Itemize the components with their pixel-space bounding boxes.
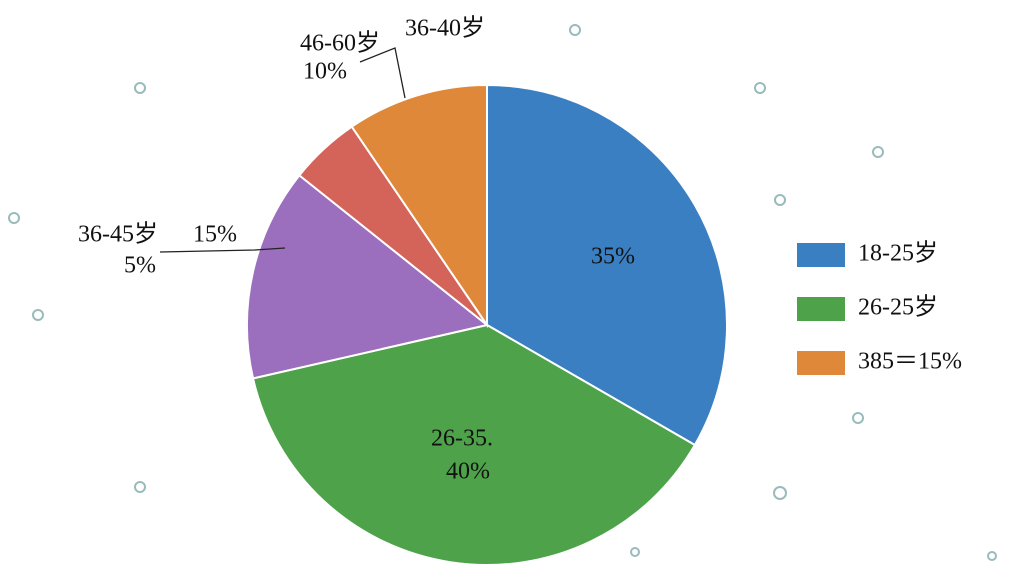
slice-label: 40% <box>446 459 490 485</box>
legend-swatch <box>797 297 845 321</box>
annotation: 26-35. <box>431 426 493 452</box>
decorations <box>8 24 997 561</box>
legend-label: 26-25岁 <box>858 294 938 321</box>
slice-label: 15% <box>193 222 237 248</box>
annotation: 36-40岁 <box>405 15 485 42</box>
pie-slice <box>350 83 488 329</box>
legend-swatch <box>797 243 845 267</box>
annotation: 36-45岁 <box>78 221 158 248</box>
slice-label: 10% <box>303 59 347 85</box>
legend-label: 385＝15% <box>858 349 962 375</box>
pie-slice <box>486 83 728 447</box>
pie-slice <box>246 173 490 380</box>
legend-label: 18-25岁 <box>858 240 938 267</box>
annotation: 46-60岁 <box>300 30 380 57</box>
pie-slice <box>251 323 697 566</box>
slice-label: 5% <box>124 253 156 279</box>
slice-label: 35% <box>591 244 635 270</box>
leader-lines <box>159 47 406 253</box>
legend-swatch <box>797 351 845 375</box>
